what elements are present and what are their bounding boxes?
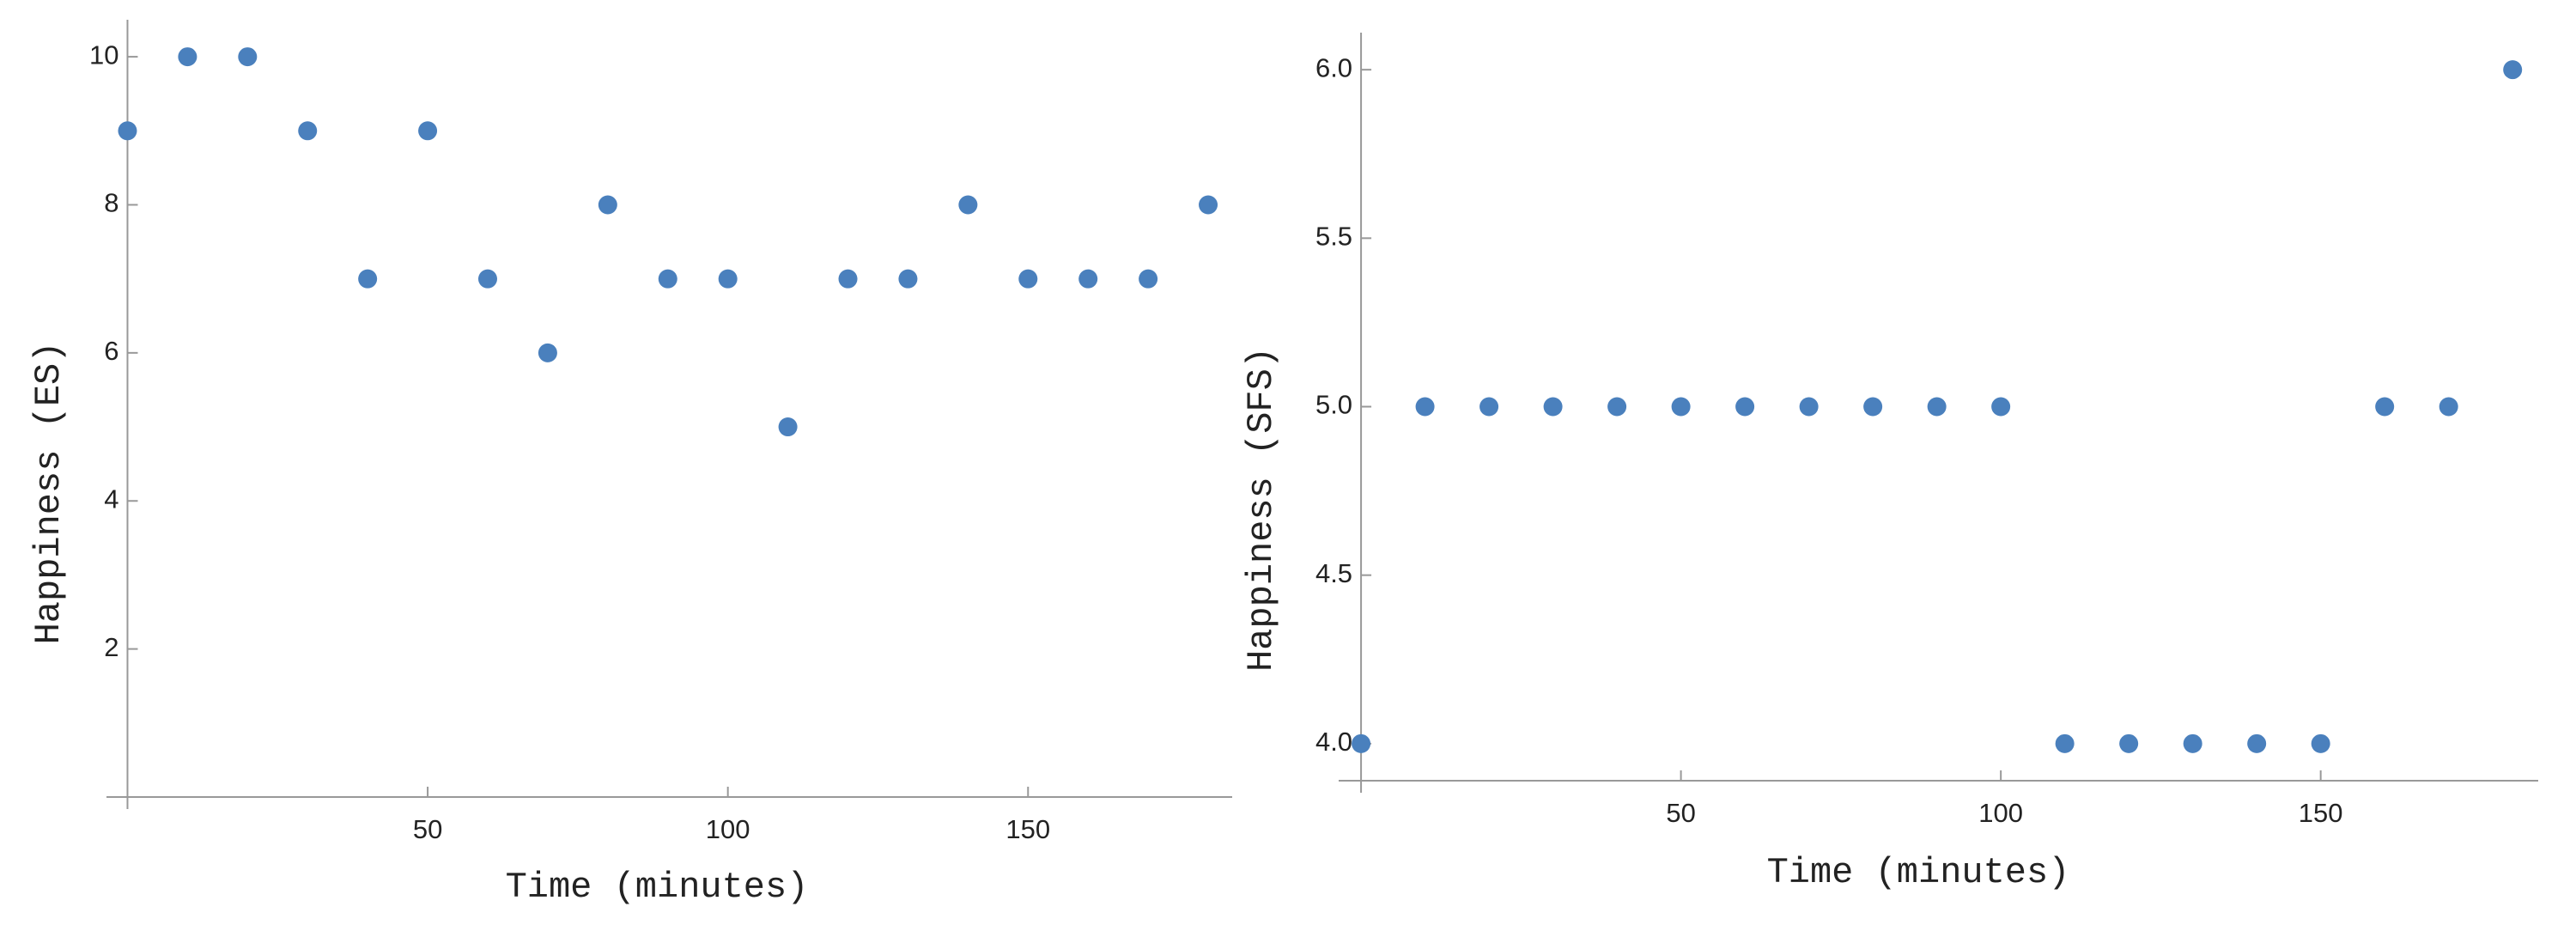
point bbox=[718, 269, 738, 289]
x-tick-label: 50 bbox=[413, 814, 442, 844]
point bbox=[2055, 733, 2075, 753]
point bbox=[1199, 195, 1218, 215]
point bbox=[1607, 397, 1627, 417]
point bbox=[1018, 269, 1038, 289]
point bbox=[1543, 397, 1563, 417]
point bbox=[2183, 733, 2202, 753]
point bbox=[658, 269, 677, 289]
point bbox=[118, 121, 137, 141]
point bbox=[778, 417, 798, 437]
point bbox=[358, 269, 378, 289]
point bbox=[477, 269, 497, 289]
y-tick-label: 6.0 bbox=[1315, 52, 1352, 82]
point bbox=[1352, 733, 1371, 753]
point bbox=[1735, 397, 1755, 417]
point bbox=[1415, 397, 1435, 417]
point bbox=[2311, 733, 2330, 753]
y-tick-label: 2 bbox=[104, 632, 118, 662]
point bbox=[238, 47, 258, 67]
point bbox=[538, 343, 557, 362]
point bbox=[958, 195, 978, 215]
y-tick-label: 4 bbox=[104, 484, 118, 514]
point bbox=[1991, 397, 2011, 417]
point bbox=[2119, 733, 2139, 753]
point bbox=[178, 47, 197, 67]
point bbox=[418, 121, 438, 141]
point bbox=[1671, 397, 1691, 417]
y-tick-label: 5.0 bbox=[1315, 390, 1352, 420]
point bbox=[838, 269, 858, 289]
point bbox=[1139, 269, 1158, 289]
point bbox=[1078, 269, 1098, 289]
point bbox=[2375, 397, 2395, 417]
x-tick-label: 150 bbox=[2299, 798, 2343, 828]
y-tick-label: 5.5 bbox=[1315, 222, 1352, 252]
x-axis-title: Time (minutes) bbox=[1767, 852, 2070, 893]
x-tick-label: 150 bbox=[1005, 814, 1050, 844]
y-tick-label: 6 bbox=[104, 336, 118, 366]
x-tick-label: 50 bbox=[1666, 798, 1695, 828]
point bbox=[598, 195, 617, 215]
point bbox=[1863, 397, 1883, 417]
y-tick-label: 8 bbox=[104, 188, 118, 218]
y-axis-title: Happiness (SFS) bbox=[1241, 347, 1282, 672]
point bbox=[2247, 733, 2267, 753]
y-tick-label: 4.5 bbox=[1315, 558, 1352, 588]
point bbox=[898, 269, 918, 289]
point bbox=[1479, 397, 1499, 417]
point bbox=[298, 121, 318, 141]
x-axis-title: Time (minutes) bbox=[506, 867, 809, 908]
point bbox=[1927, 397, 1947, 417]
x-tick-label: 100 bbox=[706, 814, 750, 844]
y-tick-label: 4.0 bbox=[1315, 727, 1352, 757]
point bbox=[2439, 397, 2458, 417]
point bbox=[1799, 397, 1819, 417]
point bbox=[2503, 60, 2523, 80]
y-tick-label: 10 bbox=[89, 40, 118, 70]
y-axis-title: Happiness (ES) bbox=[28, 342, 70, 645]
x-tick-label: 100 bbox=[1978, 798, 2023, 828]
